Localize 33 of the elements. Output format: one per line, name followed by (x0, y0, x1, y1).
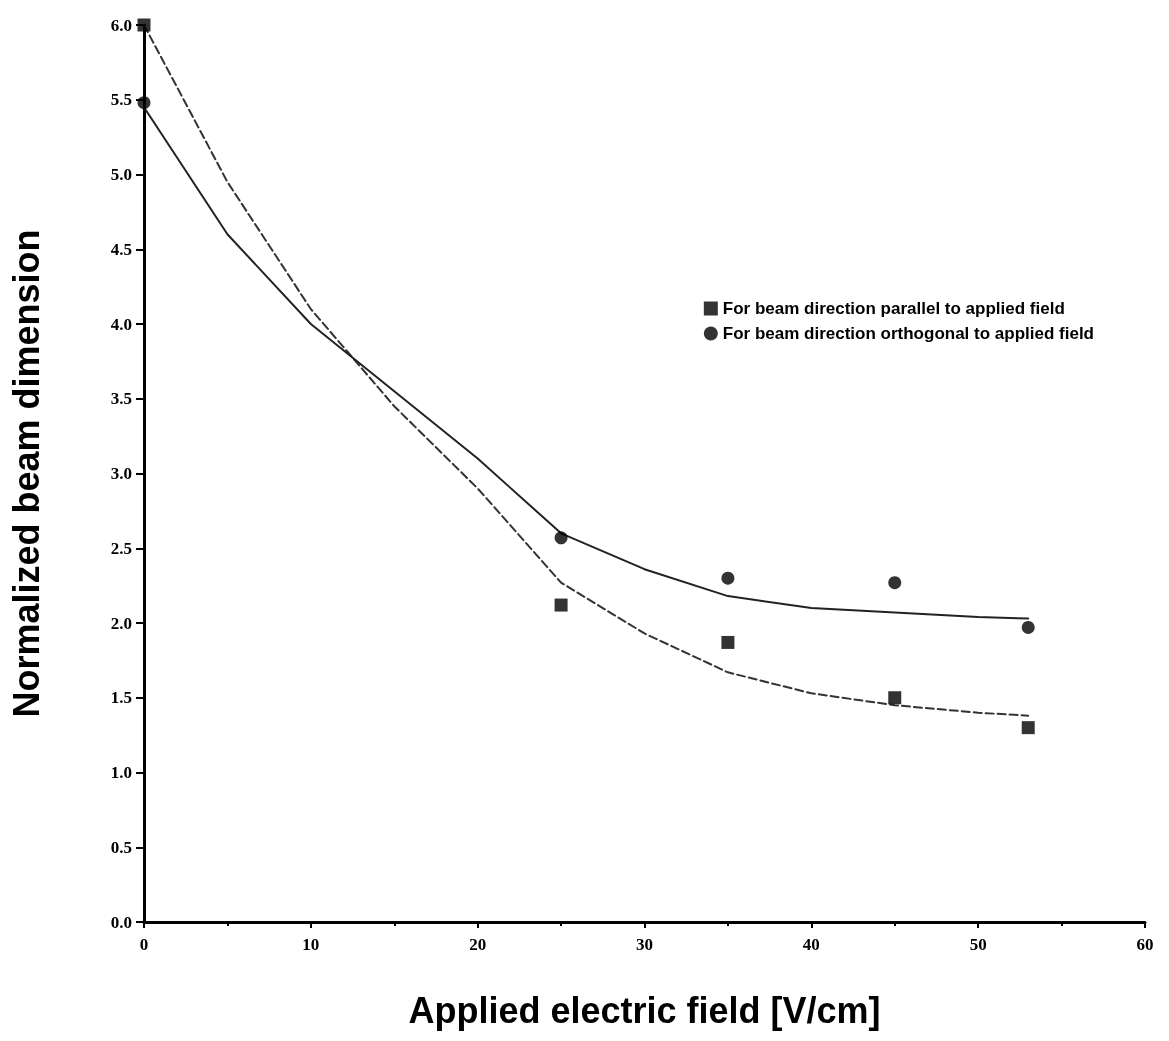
x-tick-label: 50 (969, 935, 987, 954)
point (554, 598, 568, 612)
y-tick-label: 0.0 (110, 912, 132, 932)
y-tick-label: 1.5 (110, 688, 132, 708)
x-tick-label: 30 (636, 935, 653, 954)
y-tick-label: 3.0 (110, 464, 132, 483)
x-tick-label: 40 (802, 935, 820, 954)
point (721, 635, 735, 649)
point (1021, 721, 1035, 735)
point (888, 691, 902, 705)
x-tick-label: 20 (469, 935, 487, 954)
y-tick-label: 4.0 (110, 314, 132, 334)
y-tick-label: 0.5 (110, 837, 132, 857)
y-tick-label: 6.0 (110, 15, 132, 35)
legend-label: For beam direction orthogonal to applied field (722, 324, 1095, 343)
y-tick-label: 4.5 (110, 239, 132, 259)
legend-label: For beam direction parallel to applied field (722, 299, 1065, 318)
x-tick-label: 60 (1136, 935, 1154, 954)
point (137, 96, 151, 110)
y-axis-title: Normalized beam dimension (5, 229, 47, 718)
y-tick-label: 3.5 (110, 389, 132, 409)
y-tick-label: 5.0 (110, 165, 132, 184)
point (888, 576, 902, 590)
x-axis-title: Applied electric field [V/cm] (408, 989, 881, 1031)
point (554, 531, 568, 545)
x-tick-label: 0 (139, 935, 149, 954)
x-tick-label: 10 (302, 935, 320, 954)
y-tick-label: 2.0 (110, 613, 132, 633)
y-tick-label: 5.5 (110, 90, 132, 110)
point (1021, 620, 1035, 634)
y-tick-label: 1.0 (110, 763, 132, 782)
point (721, 571, 735, 585)
y-tick-label: 2.5 (110, 538, 132, 558)
